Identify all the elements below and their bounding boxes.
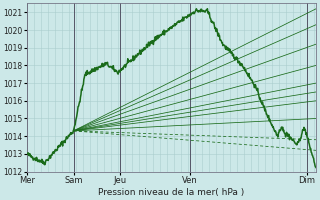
X-axis label: Pression niveau de la mer( hPa ): Pression niveau de la mer( hPa )	[98, 188, 244, 197]
